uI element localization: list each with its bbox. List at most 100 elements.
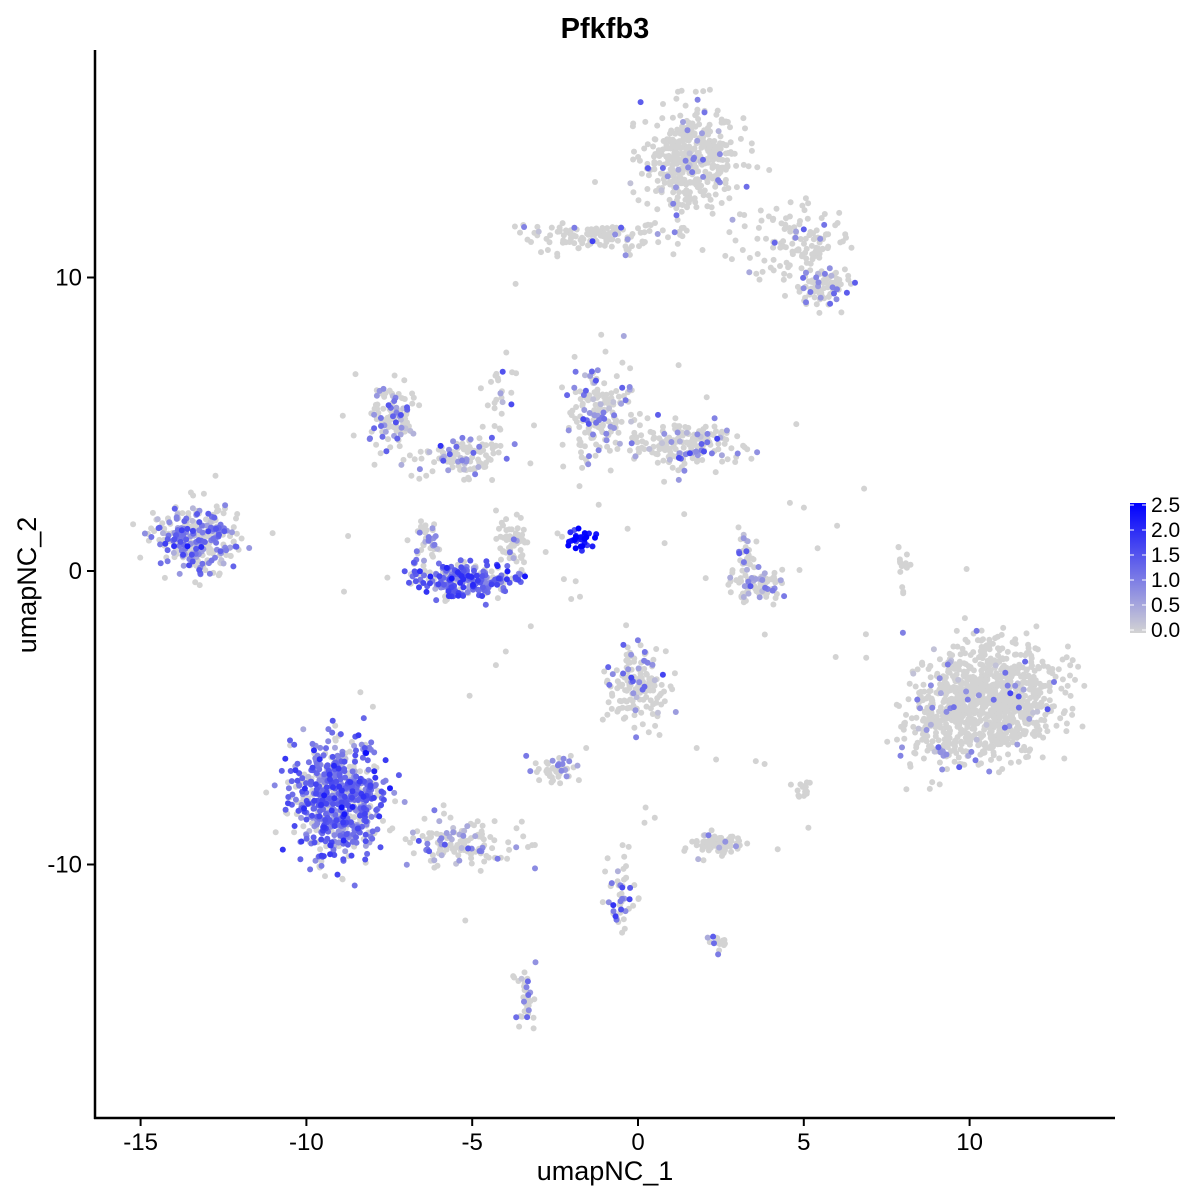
cell-point — [782, 292, 788, 299]
cell-point — [632, 453, 639, 460]
cell-point — [671, 229, 678, 236]
cell-point — [487, 834, 494, 840]
cell-point — [498, 519, 505, 526]
cell-point — [747, 583, 754, 590]
cell-point — [466, 692, 473, 699]
cell-point — [645, 729, 652, 736]
cell-point — [511, 441, 518, 448]
cell-point — [660, 457, 667, 464]
cell-point — [1034, 722, 1041, 729]
cell-point — [642, 804, 649, 811]
cell-point — [737, 135, 744, 142]
cell-point — [1081, 682, 1088, 689]
cell-point — [679, 429, 686, 436]
cell-point — [301, 785, 308, 792]
cell-point — [630, 902, 637, 909]
cell-point — [332, 744, 338, 751]
cell-point — [770, 244, 777, 251]
cell-point — [719, 852, 725, 859]
cell-point — [978, 734, 985, 741]
cell-point — [410, 559, 417, 566]
cell-point — [726, 229, 733, 236]
cell-point — [605, 664, 612, 671]
cell-point — [472, 471, 479, 478]
cell-point — [983, 721, 990, 728]
cell-point — [809, 256, 816, 263]
cell-point — [171, 536, 178, 543]
cell-point — [982, 703, 989, 710]
cell-point — [612, 231, 619, 238]
cell-point — [370, 794, 377, 801]
cell-point — [495, 449, 502, 456]
cell-point — [1028, 659, 1035, 666]
cell-point — [635, 197, 642, 204]
cell-point — [1027, 680, 1034, 687]
cell-point — [404, 404, 410, 411]
cell-point — [704, 439, 711, 446]
cell-point — [599, 899, 606, 906]
cell-point — [331, 832, 338, 839]
cell-point — [1053, 722, 1060, 729]
cell-point — [437, 442, 444, 449]
cell-point — [1057, 715, 1064, 722]
cell-point — [903, 551, 910, 558]
cell-point — [329, 753, 336, 760]
cell-point — [362, 838, 369, 845]
cell-point — [619, 842, 626, 849]
cell-point — [718, 116, 725, 123]
cell-point — [427, 580, 433, 587]
cell-point — [946, 735, 953, 742]
cell-point — [554, 530, 561, 537]
cell-point — [646, 228, 653, 234]
cell-point — [355, 732, 362, 739]
cell-point — [821, 270, 828, 277]
cell-point — [687, 179, 694, 186]
cell-point — [638, 170, 645, 177]
cell-point — [369, 835, 376, 842]
cell-point — [910, 670, 917, 677]
cell-point — [614, 446, 621, 452]
cell-point — [621, 697, 628, 704]
cell-point — [1025, 753, 1031, 760]
cell-point — [601, 242, 608, 249]
cell-point — [514, 525, 521, 532]
cell-point — [489, 477, 496, 483]
cell-point — [977, 707, 984, 714]
cell-point — [494, 595, 501, 602]
cell-point — [803, 259, 810, 266]
cell-point — [577, 388, 584, 395]
cell-point — [680, 444, 687, 451]
cell-point — [560, 232, 567, 239]
cell-point — [506, 549, 513, 556]
cell-point — [455, 852, 462, 859]
cell-point — [488, 568, 495, 575]
cell-point — [460, 584, 467, 591]
cell-point — [321, 771, 328, 778]
cell-point — [462, 917, 469, 924]
cell-point — [1020, 674, 1027, 681]
cell-point — [1013, 651, 1020, 658]
cell-point — [307, 866, 314, 873]
color-legend: 0.00.51.01.52.02.5 — [1130, 494, 1180, 642]
cell-point — [589, 226, 596, 233]
cell-point — [674, 216, 681, 223]
cell-point — [357, 768, 363, 775]
cell-point — [727, 589, 734, 596]
cell-point — [757, 207, 764, 214]
cell-point — [808, 242, 815, 249]
cell-point — [995, 652, 1001, 659]
cell-point — [525, 1007, 532, 1014]
cell-point — [429, 468, 436, 475]
cell-point — [421, 557, 427, 564]
cell-point — [719, 458, 726, 465]
cell-point — [424, 840, 431, 847]
cell-point — [474, 577, 481, 584]
cell-point — [743, 183, 750, 190]
cell-point — [673, 95, 680, 102]
cell-point — [927, 682, 934, 689]
cell-point — [622, 687, 629, 694]
cell-point — [592, 452, 599, 459]
cell-point — [982, 672, 989, 679]
x-axis-ticks: -15 -10 -5 0 5 10 — [123, 1118, 983, 1156]
cell-point — [1017, 651, 1024, 658]
